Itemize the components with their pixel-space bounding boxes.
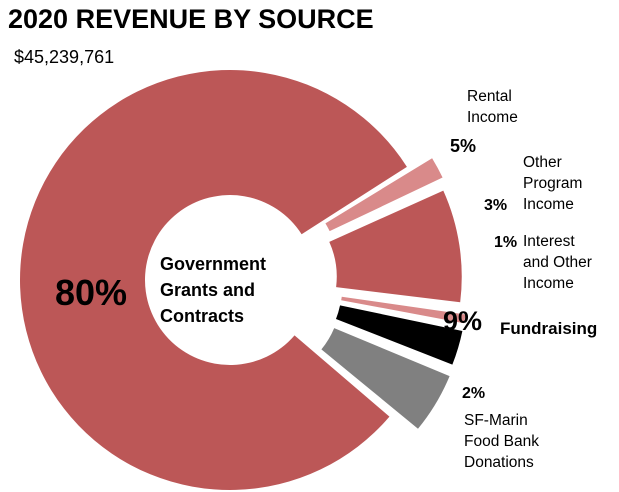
slice-name-label-1: Food Bank bbox=[464, 433, 539, 450]
slice-percent-label-5: 5% bbox=[450, 136, 476, 156]
pie-slice-0 bbox=[20, 70, 407, 491]
slice-percent-label-2: 9% bbox=[443, 306, 482, 336]
slice-name-label-1: SF-Marin bbox=[464, 412, 528, 429]
slice-percent-label-0: 80% bbox=[55, 272, 127, 313]
pie-slice-1 bbox=[325, 158, 443, 232]
slice-percent-label-3: 1% bbox=[494, 234, 517, 251]
slice-name-label-4: Program bbox=[523, 175, 582, 192]
slice-name-label-4: Income bbox=[523, 196, 574, 213]
chart-title: 2020 REVENUE BY SOURCE bbox=[8, 4, 374, 34]
pie-slice-4 bbox=[335, 305, 463, 365]
slice-name-label-1: Donations bbox=[464, 454, 534, 471]
pie-slice-5 bbox=[321, 328, 450, 429]
slice-percent-label-1: 2% bbox=[462, 385, 485, 402]
pie-slice-3 bbox=[341, 296, 466, 324]
slice-name-label-2: Fundraising bbox=[500, 319, 597, 338]
center-label: Government bbox=[160, 254, 266, 274]
slice-percent-label-4: 3% bbox=[484, 197, 507, 214]
center-label: Grants and bbox=[160, 280, 255, 300]
labels-group: 80% 2% SF-Marin Food Bank Donations 9% Fundrai… bbox=[55, 88, 597, 471]
slice-name-label-4: Other bbox=[523, 154, 562, 171]
chart-total: $45,239,761 bbox=[14, 47, 114, 67]
slice-name-label-3: Income bbox=[523, 275, 574, 292]
slice-name-label-3: and Other bbox=[523, 254, 592, 271]
slice-name-label-5: Income bbox=[467, 109, 518, 126]
pie-slice-2 bbox=[329, 190, 462, 303]
center-label: Contracts bbox=[160, 306, 244, 326]
slice-name-label-5: Rental bbox=[467, 88, 512, 105]
slice-name-label-3: Interest bbox=[523, 233, 575, 250]
slices-group bbox=[20, 70, 466, 491]
